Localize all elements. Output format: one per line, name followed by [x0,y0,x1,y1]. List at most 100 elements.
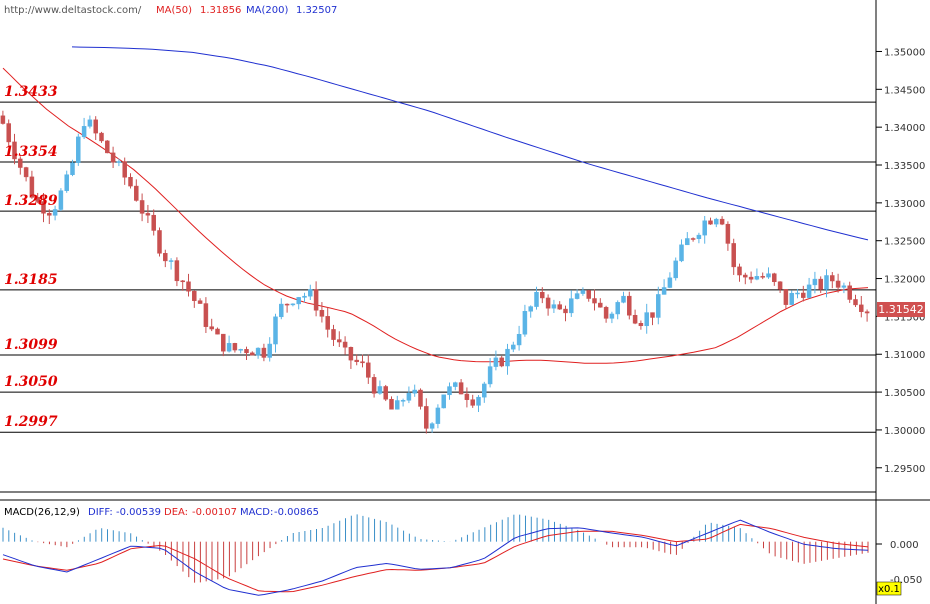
candle-body [725,223,731,244]
macd-zoom-label[interactable]: x0.1 [878,584,900,595]
candle-body [482,383,487,398]
candle-body [0,115,6,124]
candle-body [806,284,812,298]
price-tick-label: 1.35000 [884,47,925,58]
candle-body [226,343,232,352]
candle-body [864,311,870,314]
candle-body [52,209,58,216]
price-tick-label: 1.31500 [884,312,925,323]
candle-body [18,158,23,168]
candle-body [424,406,429,429]
candle-body [87,119,93,127]
candle-body [598,302,603,308]
candle-body [296,297,301,305]
candle-body [505,348,510,367]
candle-body [366,362,371,378]
candle-body [261,347,267,358]
candle-body [319,310,325,317]
candle-body [580,290,586,294]
candle-body [180,280,185,283]
candle-body [302,295,307,298]
ma50-legend-label: MA(50) [156,5,192,16]
candle-body [522,311,528,335]
source-url: http://www.deltastock.com/ [4,5,142,16]
candle-body [139,200,145,214]
level-label: 1.3099 [4,337,58,353]
candle-body [847,285,852,300]
candle-body [690,238,696,240]
price-tick-label: 1.30500 [884,388,925,399]
price-tick-label: 1.34500 [884,85,925,96]
candle-body [163,253,168,262]
candle-body [476,396,481,406]
candle-body [174,260,180,282]
macd-value-label: MACD: [240,507,273,518]
candle-body [395,400,400,410]
candle-body [93,119,98,134]
candle-body [499,357,504,367]
price-tick-label: 1.29500 [884,464,925,475]
candle-body [545,297,551,309]
candle-body [29,176,35,198]
last-price-tag [877,302,925,317]
candle-body [777,281,783,290]
candle-body [528,306,533,312]
candle-body [209,326,214,330]
candle-body [627,295,632,316]
candle-body [412,389,417,394]
price-tick-label: 1.30000 [884,426,925,437]
candle-body [702,220,707,236]
candle-body [748,276,754,280]
candle-body [743,274,748,278]
candle-body [12,141,17,160]
candle-body [331,329,336,340]
macd-diff-label: DIFF: [88,507,113,518]
candle-body [661,287,667,295]
candle-body [360,361,365,364]
candle-body [534,291,539,307]
candle-body [801,292,806,298]
candle-body [621,295,626,303]
candle-body [859,304,864,312]
candle-body [400,400,406,402]
price-tick-label: 1.32500 [884,237,925,248]
candle-body [41,201,46,214]
candle-body [203,303,209,327]
candle-body [168,260,174,262]
price-tick-label: 1.33500 [884,161,925,172]
candle-body [122,161,127,178]
candle-body [760,276,765,278]
candle-body [656,294,661,318]
candle-body [638,323,644,327]
price-tick-label: 1.31000 [884,350,925,361]
candle-body [232,343,238,351]
candle-body [145,213,151,216]
candle-body [853,299,858,306]
level-label: 1.3289 [4,193,58,209]
candle-body [244,349,249,354]
candle-body [511,344,516,350]
macd-zoom-badge[interactable] [876,581,902,596]
candle-body [685,238,690,246]
macd-histogram [2,514,869,583]
candle-body [70,162,75,175]
candle-body [795,292,800,295]
candle-body [812,278,818,286]
macd-value-value: -0.00865 [274,507,319,518]
candle-body [673,260,678,279]
ma50-layer [2,67,869,364]
candle-body [487,366,493,385]
candle-body [238,349,243,351]
candle-body [540,291,545,299]
candle-body [458,382,464,395]
ma200-line [71,46,869,241]
candle-body [342,341,348,348]
candle-body [389,398,394,410]
macd-tick-neg: -0.050 [890,575,922,586]
candle-body [592,298,597,304]
candle-body [766,273,771,278]
candle-body [273,316,278,345]
candle-body [708,220,713,225]
level-label: 1.3185 [4,272,58,288]
candle-body [516,333,522,346]
